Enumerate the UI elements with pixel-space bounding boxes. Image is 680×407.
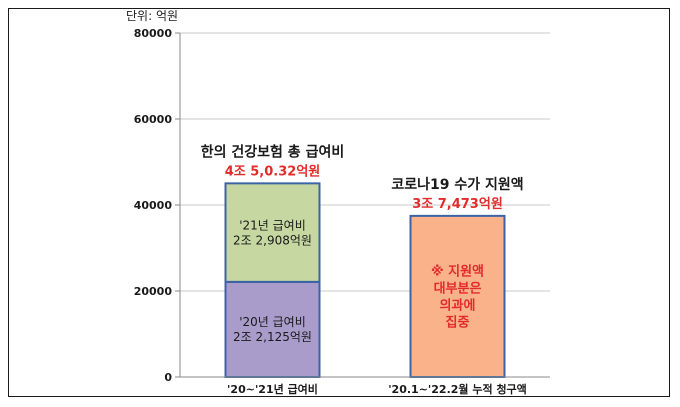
bars	[224, 182, 506, 378]
data-label: '20년 급여비	[239, 315, 306, 329]
bar-note-label: 대부분은	[434, 281, 482, 296]
bar-total-label: 3조 7,473억원	[412, 197, 503, 212]
y-axis-tick-labels: 0 20000 40000 60000 80000	[134, 27, 173, 384]
unit-label: 단위: 억원	[126, 9, 178, 23]
y-tick-label: 80000	[134, 27, 173, 40]
bar-total-label: 4조 5,0.32억원	[225, 164, 321, 179]
bar-note-label: ※ 지원액	[431, 264, 484, 279]
data-label: 2조 2,125억원	[233, 330, 312, 344]
bar-segment	[224, 182, 321, 283]
y-tick-label: 40000	[134, 199, 173, 212]
bar-segment	[224, 280, 321, 378]
y-tick-label: 20000	[134, 285, 173, 298]
data-label: '21년 급여비	[239, 218, 306, 232]
data-label: 2조 2,908억원	[233, 233, 312, 247]
bar-title: 코로나19 수가 지원액	[391, 176, 523, 193]
x-tick-label: '20.1~'22.2월 누적 청구액	[388, 382, 527, 396]
chart-frame	[8, 8, 670, 397]
bar-title: 한의 건강보험 총 급여비	[201, 143, 344, 160]
bar-segment	[409, 214, 506, 378]
y-tick-label: 60000	[134, 113, 173, 126]
bar-note-label: 의과에	[440, 297, 476, 313]
bar-note-label: 집중	[446, 315, 470, 330]
x-tick-label: '20~'21년 급여비	[227, 382, 318, 396]
y-tick-label: 0	[164, 371, 172, 384]
x-axis-category-labels: '20~'21년 급여비 '20.1~'22.2월 누적 청구액	[227, 382, 527, 396]
